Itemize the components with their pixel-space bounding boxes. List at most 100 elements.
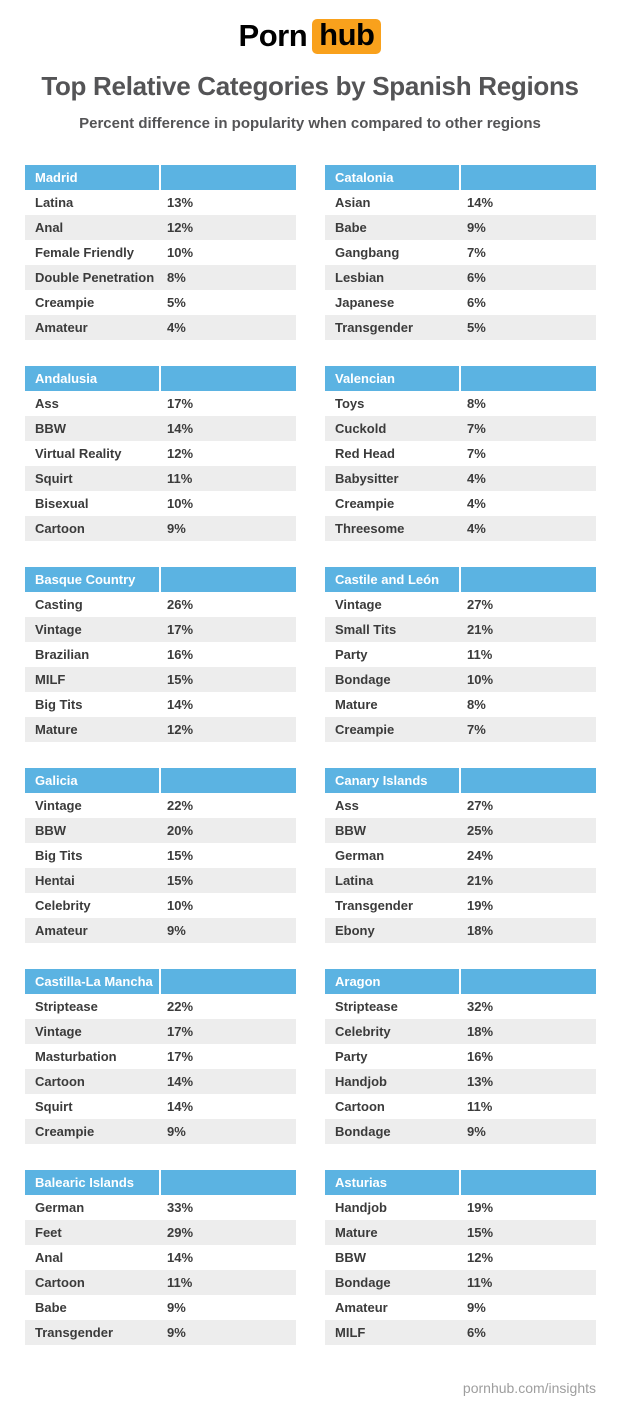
category-value: 10% <box>467 672 494 687</box>
category-value: 12% <box>167 722 194 737</box>
category-label: Bisexual <box>35 496 89 511</box>
category-row: Bisexual 10% <box>25 491 296 516</box>
category-row: Latina 21% <box>325 868 596 893</box>
category-label: Handjob <box>335 1200 387 1215</box>
category-value: 9% <box>167 923 186 938</box>
category-value: 18% <box>467 1024 494 1039</box>
category-label: German <box>335 848 385 863</box>
category-label: Bondage <box>335 1275 391 1290</box>
category-label: BBW <box>35 823 67 838</box>
category-row: Party 11% <box>325 642 596 667</box>
category-value: 15% <box>167 848 194 863</box>
category-row: Ebony 18% <box>325 918 596 943</box>
region-header-spacer <box>161 768 296 793</box>
category-row: Double Penetration 8% <box>25 265 296 290</box>
category-value: 17% <box>167 622 194 637</box>
category-value: 8% <box>167 270 186 285</box>
category-value: 7% <box>467 245 486 260</box>
category-label: Ebony <box>335 923 375 938</box>
category-row: Squirt 11% <box>25 466 296 491</box>
region-table-header: Basque Country <box>25 567 296 592</box>
region-name: Aragon <box>325 969 459 994</box>
category-label: Amateur <box>35 923 88 938</box>
category-label: Bondage <box>335 1124 391 1139</box>
region-header-spacer <box>461 366 596 391</box>
category-value: 4% <box>467 471 486 486</box>
category-label: Cartoon <box>35 1275 85 1290</box>
category-row: Gangbang 7% <box>325 240 596 265</box>
category-label: Creampie <box>335 496 395 511</box>
category-label: Feet <box>35 1225 62 1240</box>
region-table: Madrid Latina 13% Anal 12% Female Friend… <box>25 165 296 340</box>
category-row: Feet 29% <box>25 1220 296 1245</box>
category-row: Celebrity 10% <box>25 893 296 918</box>
category-label: Cuckold <box>335 421 387 436</box>
region-name: Madrid <box>25 165 159 190</box>
category-row: Party 16% <box>325 1044 596 1069</box>
category-label: Mature <box>335 697 378 712</box>
category-label: Bondage <box>335 672 391 687</box>
category-row: Anal 14% <box>25 1245 296 1270</box>
category-label: Vintage <box>335 597 382 612</box>
category-value: 16% <box>467 1049 494 1064</box>
category-row: Creampie 4% <box>325 491 596 516</box>
category-value: 14% <box>167 1250 194 1265</box>
region-name: Andalusia <box>25 366 159 391</box>
category-value: 9% <box>167 1300 186 1315</box>
category-value: 12% <box>167 446 194 461</box>
region-name: Asturias <box>325 1170 459 1195</box>
region-header-spacer <box>461 969 596 994</box>
region-table-header: Castile and León <box>325 567 596 592</box>
category-label: Party <box>335 647 368 662</box>
category-label: Celebrity <box>335 1024 391 1039</box>
category-row: Cartoon 14% <box>25 1069 296 1094</box>
region-name: Galicia <box>25 768 159 793</box>
category-label: Anal <box>35 220 64 235</box>
category-label: Brazilian <box>35 647 90 662</box>
category-label: Japanese <box>335 295 395 310</box>
category-value: 12% <box>467 1250 494 1265</box>
region-header-spacer <box>461 165 596 190</box>
category-row: Big Tits 14% <box>25 692 296 717</box>
category-row: Mature 8% <box>325 692 596 717</box>
category-label: Threesome <box>335 521 405 536</box>
category-row: Lesbian 6% <box>325 265 596 290</box>
region-header-spacer <box>461 768 596 793</box>
category-label: Asian <box>335 195 371 210</box>
category-value: 11% <box>167 1275 193 1290</box>
region-table: Castilla-La Mancha Striptease 22% Vintag… <box>25 969 296 1144</box>
region-header-spacer <box>161 165 296 190</box>
category-value: 7% <box>467 722 486 737</box>
category-label: Gangbang <box>335 245 400 260</box>
category-label: Creampie <box>35 1124 95 1139</box>
category-value: 25% <box>467 823 494 838</box>
category-value: 8% <box>467 697 486 712</box>
category-value: 21% <box>467 622 494 637</box>
category-label: Handjob <box>335 1074 387 1089</box>
region-header-spacer <box>461 1170 596 1195</box>
category-row: MILF 15% <box>25 667 296 692</box>
category-value: 4% <box>467 521 486 536</box>
pornhub-logo: Porn hub <box>0 0 620 54</box>
category-row: Mature 12% <box>25 717 296 742</box>
category-value: 11% <box>467 1275 493 1290</box>
category-row: Female Friendly 10% <box>25 240 296 265</box>
logo-porn-text: Porn <box>238 18 308 53</box>
category-row: Squirt 14% <box>25 1094 296 1119</box>
category-label: Red Head <box>335 446 395 461</box>
category-value: 9% <box>467 1300 486 1315</box>
category-label: Cartoon <box>35 521 85 536</box>
category-value: 9% <box>467 1124 486 1139</box>
region-table: Aragon Striptease 32% Celebrity 18% Part… <box>325 969 596 1144</box>
category-label: Babe <box>335 220 367 235</box>
category-label: Creampie <box>335 722 395 737</box>
category-row: Vintage 17% <box>25 617 296 642</box>
category-row: MILF 6% <box>325 1320 596 1345</box>
region-table: Catalonia Asian 14% Babe 9% Gangbang 7% … <box>325 165 596 340</box>
category-label: Squirt <box>35 1099 73 1114</box>
category-row: Striptease 32% <box>325 994 596 1019</box>
tables-grid: Madrid Latina 13% Anal 12% Female Friend… <box>0 165 620 1345</box>
region-header-spacer <box>161 969 296 994</box>
region-table-header: Valencian <box>325 366 596 391</box>
region-table-header: Galicia <box>25 768 296 793</box>
